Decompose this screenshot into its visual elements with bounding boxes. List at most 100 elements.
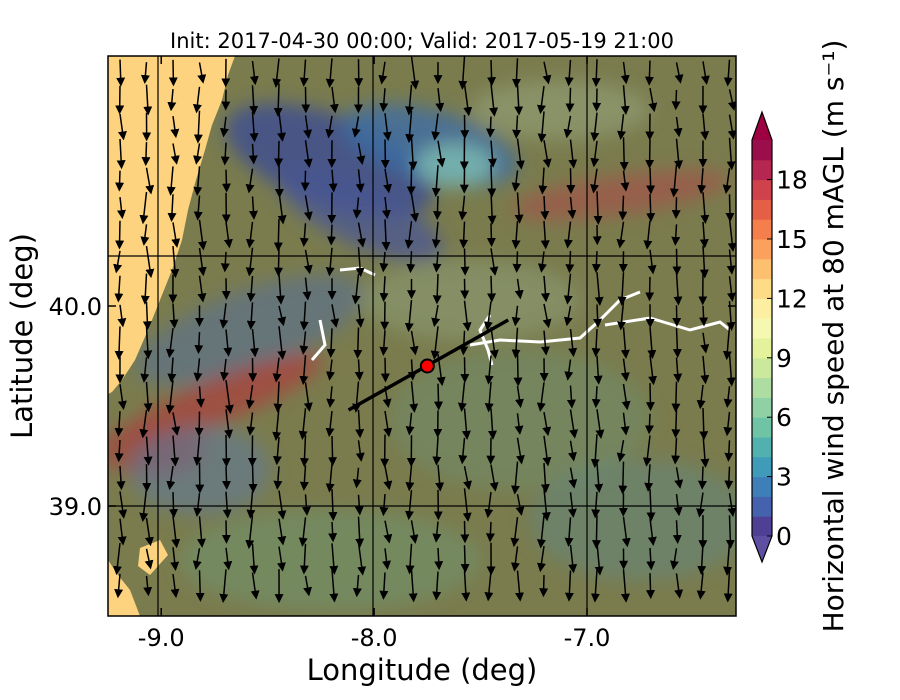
wind-arrow [272, 357, 282, 383]
wind-arrow [197, 275, 207, 303]
wind-arrow [192, 86, 202, 114]
wind-arrow [489, 248, 499, 276]
wind-arrow [355, 516, 365, 548]
wind-arrow [727, 89, 736, 111]
wind-arrow [193, 110, 203, 144]
wind-arrow [564, 59, 574, 87]
wind-arrow [329, 543, 339, 575]
wind-arrow [325, 463, 335, 493]
wind-arrow [568, 440, 577, 462]
wind-arrow [699, 305, 709, 327]
wind-arrow [223, 547, 233, 571]
wind-arrow [167, 88, 177, 112]
colorbar-segment [752, 159, 772, 181]
wind-arrow [246, 412, 256, 436]
wind-arrow [145, 167, 155, 195]
wind-arrow [220, 116, 229, 138]
wind-arrow [410, 193, 420, 223]
wind-arrow [537, 111, 547, 143]
wind-arrow [383, 168, 393, 194]
wind-arrow [541, 488, 551, 522]
wind-arrow [697, 168, 707, 195]
wind-arrow [487, 164, 497, 198]
wind-arrow [563, 115, 573, 139]
wind-arrow [303, 115, 313, 139]
wind-arrow [224, 409, 234, 439]
wind-arrow [248, 196, 258, 220]
wind-arrow [462, 300, 472, 332]
site-marker [419, 358, 435, 374]
map-frame [107, 55, 737, 617]
wind-arrow [696, 492, 706, 518]
wind-arrow [673, 493, 683, 517]
wind-arrow [511, 327, 521, 359]
wind-arrow [594, 463, 604, 494]
wind-arrow [277, 191, 287, 225]
wind-arrow [139, 409, 149, 439]
wind-arrow [621, 383, 631, 411]
wind-arrow [406, 251, 416, 274]
wind-arrow [643, 220, 653, 250]
wind-arrow [383, 520, 393, 544]
wind-arrow [325, 58, 335, 88]
y-axis-label: Latitude (deg) [5, 233, 39, 439]
wind-arrow [674, 467, 684, 489]
wind-arrow [274, 164, 284, 198]
wind-arrow [299, 59, 309, 87]
wind-arrow [112, 542, 122, 576]
wind-arrow [299, 543, 309, 575]
wind-arrow [298, 517, 308, 547]
wind-arrow [595, 409, 605, 439]
wind-arrow [166, 465, 176, 491]
wind-arrow [669, 164, 679, 198]
wind-arrow [488, 408, 497, 440]
wind-arrow [563, 221, 573, 249]
wind-arrow [409, 381, 419, 413]
wind-arrow [118, 491, 128, 519]
wind-arrow [514, 413, 524, 435]
wind-arrow [193, 493, 203, 517]
wind-arrow [195, 386, 205, 408]
wind-arrow [648, 354, 658, 386]
wind-arrow [510, 546, 520, 572]
wind-arrow [487, 275, 497, 303]
wind-arrow [727, 114, 736, 140]
wind-arrow [568, 544, 578, 574]
wind-arrow [276, 273, 285, 305]
wind-arrow [512, 115, 522, 139]
wind-arrow [591, 329, 601, 358]
wind-arrow [511, 220, 521, 250]
wind-arrow [300, 435, 310, 468]
wind-arrow [405, 490, 414, 521]
wind-arrow [382, 113, 392, 141]
wind-arrow [114, 573, 124, 599]
wind-arrow [567, 492, 577, 518]
wind-arrow [726, 353, 736, 387]
wind-arrow [458, 437, 468, 465]
colorbar-segment [752, 476, 772, 497]
wind-arrow [250, 572, 260, 600]
wind-arrow [249, 85, 259, 116]
wind-arrow [537, 86, 546, 115]
wind-arrow [141, 142, 151, 167]
wind-arrow [726, 249, 736, 275]
wind-arrow [459, 330, 469, 356]
wind-arrow [277, 490, 287, 520]
wind-arrow [566, 385, 576, 409]
wind-arrow [299, 355, 309, 386]
colorbar-segment [752, 239, 772, 260]
wind-arrow [409, 330, 419, 356]
wind-arrow [116, 59, 126, 87]
wind-arrow [542, 140, 552, 169]
wind-arrow [356, 143, 366, 166]
wind-arrow [699, 221, 709, 249]
wind-arrow [726, 137, 736, 171]
wind-arrow [166, 166, 176, 196]
colorbar-tick-label: 18 [776, 166, 808, 195]
wind-arrow [591, 251, 601, 274]
wind-arrow [144, 517, 154, 547]
wind-arrow [594, 542, 604, 576]
colorbar-ticks: 0 3 6 9 12 15 18 [767, 166, 808, 551]
wind-arrow [220, 142, 230, 166]
colorbar-segment [752, 377, 772, 398]
